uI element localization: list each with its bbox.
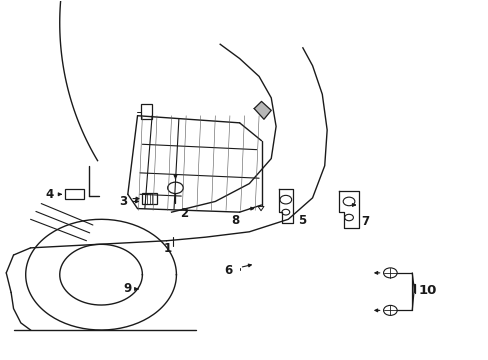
Bar xyxy=(64,189,84,199)
Text: 5: 5 xyxy=(297,213,305,226)
Text: 3: 3 xyxy=(119,195,126,208)
Text: 8: 8 xyxy=(231,213,239,226)
Polygon shape xyxy=(254,102,271,119)
Text: 10: 10 xyxy=(417,284,436,297)
Text: 7: 7 xyxy=(361,215,368,228)
Text: 4: 4 xyxy=(45,188,54,201)
Text: 2: 2 xyxy=(180,207,188,220)
Bar xyxy=(142,193,157,204)
Bar xyxy=(141,104,152,119)
Text: 9: 9 xyxy=(123,283,131,296)
Text: 1: 1 xyxy=(163,242,171,255)
Text: 6: 6 xyxy=(224,264,232,276)
